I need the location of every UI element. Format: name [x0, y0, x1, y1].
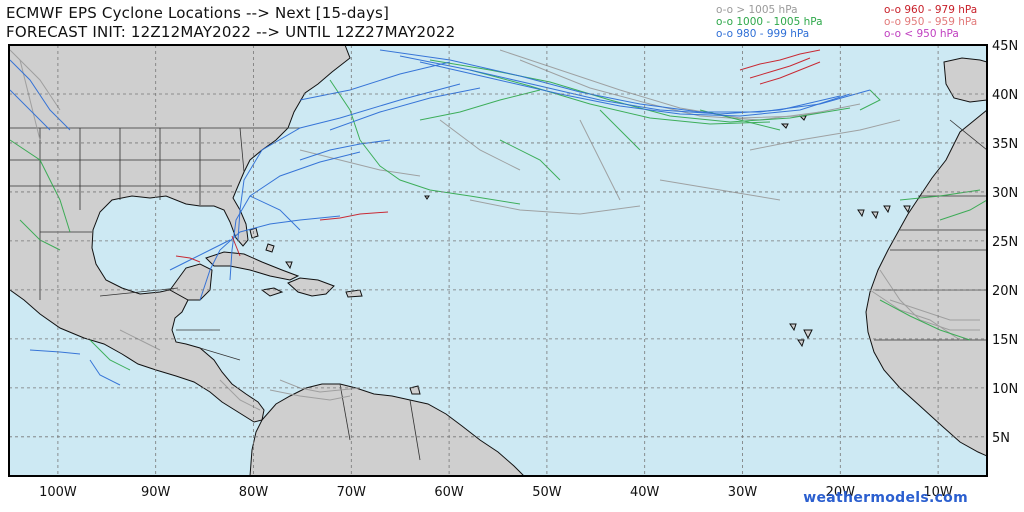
canary-islands — [857, 205, 891, 220]
lat-tick-label: 20N — [992, 284, 1018, 299]
legend-item-1000-1005: o-o 1000 - 1005 hPa — [716, 16, 823, 28]
graticule — [9, 45, 987, 476]
lon-tick-label: 30W — [728, 485, 758, 500]
land-masses — [9, 45, 987, 476]
lon-tick-label: 90W — [141, 485, 171, 500]
bermuda — [424, 195, 430, 200]
lat-tick-label: 35N — [992, 137, 1018, 152]
lon-tick-label: 70W — [337, 485, 367, 500]
tracks-960-979 — [175, 49, 821, 263]
brand-watermark: weathermodels.com — [803, 490, 968, 506]
madeira — [903, 205, 911, 214]
longitude-labels: 100W 90W 80W 70W 60W 50W 40W 30W 20W 10W — [39, 485, 953, 500]
lat-tick-label: 25N — [992, 235, 1018, 250]
tracks-980-999 — [9, 49, 871, 386]
legend-item-950-959: o-o 950 - 959 hPa — [884, 16, 978, 28]
lat-tick-label: 10N — [992, 382, 1018, 397]
lat-tick-label: 40N — [992, 88, 1018, 103]
lon-tick-label: 40W — [630, 485, 660, 500]
yucatan — [169, 263, 213, 301]
lat-tick-label: 30N — [992, 186, 1018, 201]
lon-tick-label: 100W — [39, 485, 77, 500]
lat-tick-label: 5N — [992, 431, 1010, 446]
lon-tick-label: 80W — [239, 485, 269, 500]
cape-verde — [789, 323, 813, 348]
lon-tick-label: 10W — [923, 485, 953, 500]
north-america — [9, 45, 351, 423]
legend-item-960-979: o-o 960 - 979 hPa — [884, 4, 978, 16]
legend-item-980-999: o-o 980 - 999 hPa — [716, 28, 810, 40]
political-boundaries — [9, 119, 987, 461]
lon-tick-label: 20W — [826, 485, 856, 500]
tracks-gt1005 — [9, 49, 980, 411]
legend-item-gt1005: o-o > 1005 hPa — [716, 4, 798, 16]
lat-tick-label: 45N — [992, 39, 1018, 54]
trinidad — [409, 385, 421, 395]
map-title-line1: ECMWF EPS Cyclone Locations --> Next [15… — [6, 4, 390, 22]
puerto-rico — [345, 289, 363, 298]
lat-tick-label: 15N — [992, 333, 1018, 348]
lon-tick-label: 60W — [434, 485, 464, 500]
lon-tick-label: 50W — [532, 485, 562, 500]
south-america — [249, 383, 525, 476]
cuba — [205, 251, 300, 281]
legend-item-lt950: o-o < 950 hPa — [884, 28, 959, 40]
cyclone-tracks — [9, 49, 987, 411]
legend-weak: o-o > 1005 hPa o-o 1000 - 1005 hPa o-o 9… — [716, 4, 823, 40]
map-frame — [8, 44, 988, 477]
legend-strong: o-o 960 - 979 hPa o-o 950 - 959 hPa o-o … — [884, 4, 977, 40]
map-title-line2: FORECAST INIT: 12Z12MAY2022 --> UNTIL 12… — [6, 23, 456, 41]
iberia — [943, 57, 987, 103]
latitude-labels: 45N 40N 35N 30N 25N 20N 15N 10N 5N — [992, 39, 1018, 446]
